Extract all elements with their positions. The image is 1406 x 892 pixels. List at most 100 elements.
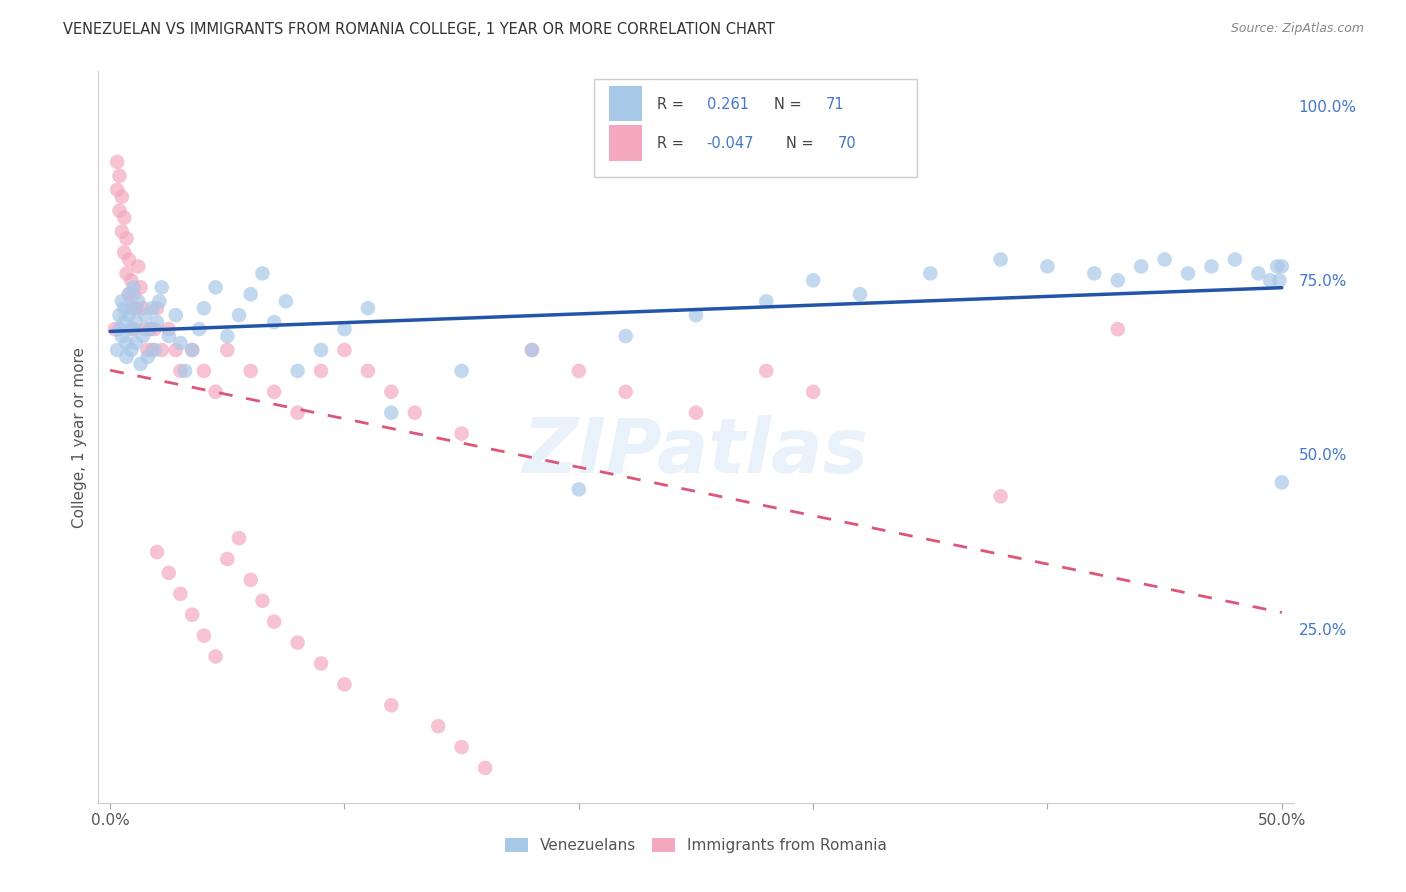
Point — [143, 343, 166, 357]
Y-axis label: College, 1 year or more: College, 1 year or more — [72, 347, 87, 527]
Point — [287, 364, 309, 378]
Point — [143, 322, 166, 336]
Point — [181, 343, 204, 357]
Point — [287, 635, 309, 649]
Point — [1083, 266, 1105, 280]
Point — [134, 322, 156, 336]
Text: R =: R = — [657, 96, 688, 112]
Point — [1258, 273, 1281, 287]
Point — [755, 294, 778, 309]
Text: 70: 70 — [838, 136, 856, 152]
Point — [920, 266, 942, 280]
Point — [990, 252, 1012, 267]
Point — [118, 287, 141, 301]
Point — [118, 308, 141, 322]
Point — [112, 211, 135, 225]
Point — [112, 301, 135, 316]
Point — [849, 287, 872, 301]
Point — [287, 406, 309, 420]
Point — [122, 301, 145, 316]
Point — [263, 615, 285, 629]
Point — [614, 384, 637, 399]
Point — [148, 294, 170, 309]
Point — [129, 357, 152, 371]
Text: N =: N = — [773, 96, 806, 112]
Point — [127, 260, 149, 274]
Point — [193, 301, 215, 316]
Point — [146, 315, 169, 329]
Point — [129, 280, 152, 294]
Point — [141, 343, 163, 357]
Point — [1271, 260, 1294, 274]
Text: ZIPatlas: ZIPatlas — [523, 415, 869, 489]
Point — [990, 489, 1012, 503]
Point — [125, 301, 148, 316]
Point — [228, 531, 250, 545]
Point — [111, 294, 134, 309]
Point — [181, 607, 204, 622]
Point — [380, 384, 402, 399]
Point — [136, 343, 159, 357]
Point — [217, 343, 239, 357]
Point — [108, 169, 131, 183]
Point — [132, 329, 155, 343]
Point — [108, 322, 131, 336]
Point — [801, 273, 824, 287]
Point — [333, 322, 356, 336]
Point — [1130, 260, 1153, 274]
Point — [105, 343, 128, 357]
Point — [1107, 273, 1129, 287]
Point — [427, 719, 450, 733]
Point — [169, 587, 191, 601]
Point — [146, 545, 169, 559]
Point — [474, 761, 496, 775]
Point — [122, 322, 145, 336]
Point — [115, 350, 138, 364]
Text: 71: 71 — [827, 96, 845, 112]
Point — [112, 315, 135, 329]
Point — [150, 343, 173, 357]
Point — [108, 308, 131, 322]
Point — [239, 287, 262, 301]
Point — [111, 329, 134, 343]
Point — [252, 266, 274, 280]
Point — [193, 629, 215, 643]
Point — [309, 343, 332, 357]
Point — [122, 287, 145, 301]
Point — [141, 301, 163, 316]
Point — [357, 301, 380, 316]
Point — [274, 294, 297, 309]
Point — [115, 336, 138, 351]
Point — [120, 322, 142, 336]
Legend: Venezuelans, Immigrants from Romania: Venezuelans, Immigrants from Romania — [498, 830, 894, 861]
Point — [193, 364, 215, 378]
Point — [157, 329, 180, 343]
Point — [204, 384, 226, 399]
Point — [450, 426, 472, 441]
Point — [333, 677, 356, 691]
Point — [125, 336, 148, 351]
Point — [139, 322, 162, 336]
Point — [309, 657, 332, 671]
FancyBboxPatch shape — [609, 126, 643, 161]
Point — [1265, 260, 1288, 274]
Point — [263, 315, 285, 329]
Point — [1201, 260, 1223, 274]
Point — [1247, 266, 1270, 280]
Text: VENEZUELAN VS IMMIGRANTS FROM ROMANIA COLLEGE, 1 YEAR OR MORE CORRELATION CHART: VENEZUELAN VS IMMIGRANTS FROM ROMANIA CO… — [63, 22, 775, 37]
Point — [1177, 266, 1199, 280]
Point — [165, 343, 187, 357]
Point — [165, 308, 187, 322]
Point — [104, 322, 127, 336]
Point — [181, 343, 204, 357]
Point — [217, 329, 239, 343]
Point — [801, 384, 824, 399]
FancyBboxPatch shape — [609, 86, 643, 121]
Point — [169, 336, 191, 351]
Point — [614, 329, 637, 343]
Point — [111, 225, 134, 239]
Text: Source: ZipAtlas.com: Source: ZipAtlas.com — [1230, 22, 1364, 36]
Text: -0.047: -0.047 — [707, 136, 754, 152]
Point — [380, 698, 402, 713]
Point — [568, 364, 591, 378]
